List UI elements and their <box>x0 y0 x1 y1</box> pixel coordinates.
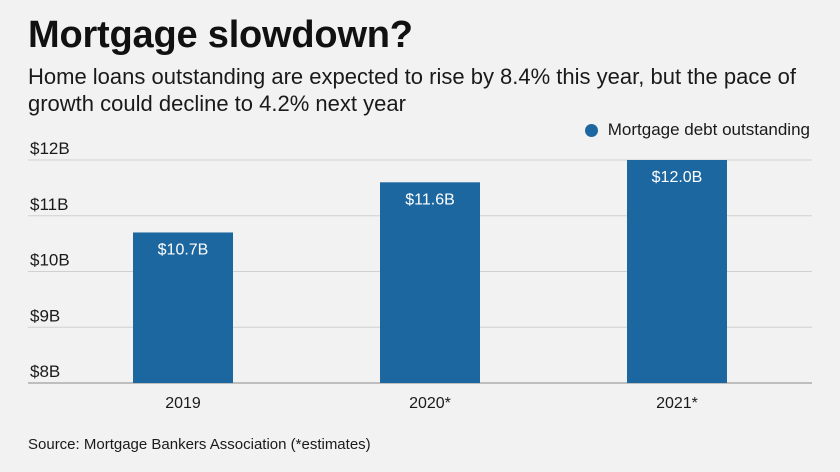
legend: Mortgage debt outstanding <box>584 120 810 140</box>
legend-swatch <box>584 123 598 137</box>
bar <box>380 182 480 383</box>
x-tick-label: 2021* <box>656 395 698 412</box>
y-tick-label: $11B <box>30 195 68 214</box>
y-tick-label: $10B <box>30 251 70 270</box>
data-label: $10.7B <box>158 241 209 258</box>
bar <box>133 232 233 383</box>
x-tick-label: 2020* <box>409 395 451 412</box>
bar <box>627 160 727 383</box>
chart-subtitle: Home loans outstanding are expected to r… <box>28 64 797 116</box>
data-label: $12.0B <box>652 169 703 186</box>
chart-title: Mortgage slowdown? <box>28 14 413 56</box>
y-tick-label: $12B <box>30 139 70 158</box>
y-tick-label: $9B <box>30 306 60 325</box>
data-label: $11.6B <box>405 191 455 208</box>
y-tick-label: $8B <box>30 362 60 381</box>
source-note: Source: Mortgage Bankers Association (*e… <box>28 436 371 453</box>
legend-label: Mortgage debt outstanding <box>607 120 810 139</box>
x-tick-label: 2019 <box>165 395 201 412</box>
